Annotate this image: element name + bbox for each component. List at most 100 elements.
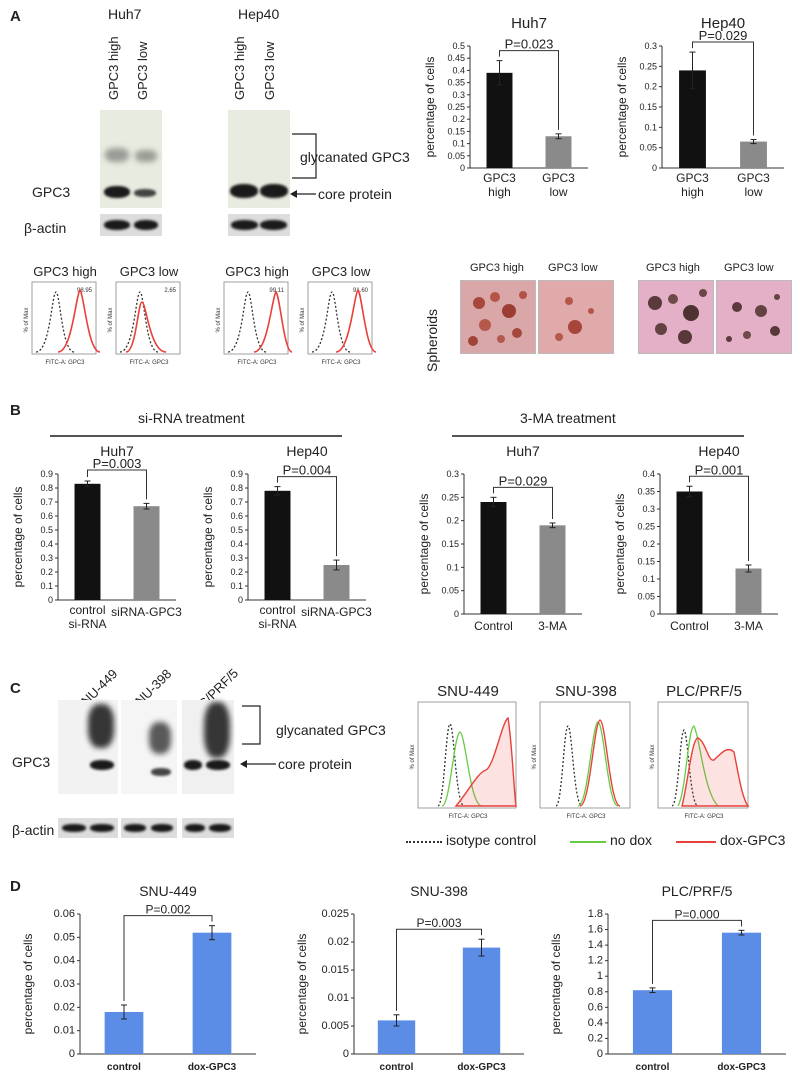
y-tick-label-d3-1: 0.2 xyxy=(588,1032,603,1044)
annotation-core-a: core protein xyxy=(318,186,392,202)
flow-a-4-curve-0 xyxy=(311,291,351,353)
flow-c-3-x-label: FITC-A: GPC3 xyxy=(684,814,724,820)
y-tick-label-d1-3: 0.03 xyxy=(54,978,75,990)
bar-d3-1 xyxy=(721,932,762,1054)
flow-a-4-curve-1 xyxy=(335,288,376,353)
bar-d2-1 xyxy=(462,947,501,1054)
y-tick-label-b4-6: 0.3 xyxy=(642,504,655,514)
bar-b4-0 xyxy=(676,491,703,614)
legend-swatch-nodox xyxy=(570,841,606,843)
y-tick-label-a1-8: 0.4 xyxy=(452,65,465,75)
chart-title-d3: PLC/PRF/5 xyxy=(662,883,733,899)
flow-c-2-x-label: FITC-A: GPC3 xyxy=(566,814,606,820)
significance-bracket-a2 xyxy=(692,41,754,136)
y-tick-label-a2-5: 0.25 xyxy=(639,61,657,71)
significance-bracket-b2 xyxy=(277,476,337,557)
y-tick-label-a1-10: 0.5 xyxy=(452,41,465,51)
row-label-gpc3-c: GPC3 xyxy=(12,754,51,770)
y-tick-label-a1-2: 0.1 xyxy=(452,139,465,149)
p-value-b2: P=0.004 xyxy=(283,463,332,478)
bar-chart-a1: Huh7 percentage of cells 0 0.05 0.1 0.15 0.2 0.… xyxy=(423,15,588,199)
bar-b3-1 xyxy=(539,525,566,614)
y-tick-label-d3-5: 1 xyxy=(597,970,603,982)
x-tick-label-b3-0: Control xyxy=(474,619,513,633)
x-tick-label-b4-0: Control xyxy=(670,619,709,633)
significance-bracket-d1 xyxy=(123,915,213,1001)
p-value-a2: P=0.029 xyxy=(699,28,748,43)
y-tick-label-a1-1: 0.05 xyxy=(447,151,465,161)
flow-a-2-title: GPC3 low xyxy=(120,264,179,279)
y-tick-label-d2-3: 0.015 xyxy=(321,964,349,976)
flow-a-4-percent: 91.60 xyxy=(353,288,369,294)
flow-c-2-curve-0 xyxy=(555,725,583,807)
y-tick-label-b4-7: 0.35 xyxy=(637,487,655,497)
y-tick-label-b3-1: 0.05 xyxy=(441,586,459,596)
panel-letter-b: B xyxy=(10,402,21,419)
y-tick-label-d1-0: 0 xyxy=(69,1048,75,1060)
bar-a1-0 xyxy=(486,72,513,168)
panel-letter-d: D xyxy=(10,878,21,895)
flow-a-4-title: GPC3 low xyxy=(312,264,371,279)
y-axis-label-a2: percentage of cells xyxy=(615,57,629,158)
y-tick-label-b4-3: 0.15 xyxy=(637,557,655,567)
flow-c-1-curve-0 xyxy=(437,723,465,807)
p-value-d3: P=0.000 xyxy=(674,907,719,921)
panel-letter-a: A xyxy=(10,8,21,25)
y-tick-label-d2-1: 0.005 xyxy=(321,1020,349,1032)
y-tick-label-a1-4: 0.2 xyxy=(452,114,465,124)
flow-c-3: PLC/PRF/5 FITC-A: GPC3 % of Max xyxy=(650,683,750,820)
x-tick-label-d2-0: control xyxy=(380,1062,414,1073)
flow-a-3-percent: 99.11 xyxy=(269,288,284,294)
spheroid-image-3 xyxy=(638,280,714,354)
x-tick-label-a1-1-b: low xyxy=(549,185,567,199)
y-tick-label-d3-9: 1.8 xyxy=(588,908,603,920)
flow-a-2-x-label: FITC-A: GPC3 xyxy=(129,360,169,366)
y-tick-label-b2-2: 0.2 xyxy=(230,567,243,577)
x-tick-label-a2-1-a: GPC3 xyxy=(737,171,770,185)
significance-bracket-d3 xyxy=(652,919,742,984)
y-tick-label-b1-3: 0.3 xyxy=(40,553,53,563)
y-tick-label-b4-0: 0 xyxy=(650,609,655,619)
bar-d3-0 xyxy=(632,990,673,1054)
y-tick-label-b3-2: 0.1 xyxy=(446,562,459,572)
y-tick-label-b3-4: 0.2 xyxy=(446,516,459,526)
flow-a-4: GPC3 low FITC-A: GPC3 % of Max 91.60 xyxy=(300,264,376,366)
spheroid-title-1: GPC3 high xyxy=(470,262,524,274)
y-tick-label-d1-6: 0.06 xyxy=(54,908,75,920)
x-tick-label-b1-1: siRNA-GPC3 xyxy=(111,605,182,619)
y-tick-label-b1-9: 0.9 xyxy=(40,469,53,479)
bar-chart-b4: Hep40 percentage of cells 0 0.05 0.1 0.15 0.2 0… xyxy=(613,443,778,633)
y-tick-label-b2-6: 0.6 xyxy=(230,511,243,521)
flow-a-1-x-label: FITC-A: GPC3 xyxy=(45,360,85,366)
flow-c-3-curve-0 xyxy=(671,729,699,807)
y-tick-label-d2-0: 0 xyxy=(343,1048,349,1060)
y-axis-label-b4: percentage of cells xyxy=(613,494,627,595)
y-tick-label-d3-3: 0.6 xyxy=(588,1001,603,1013)
significance-bracket-d2 xyxy=(396,928,482,1011)
actin-blot-snu449 xyxy=(58,818,118,838)
flow-a-3-y-label: % of Max xyxy=(216,307,222,332)
annotation-core-c: core protein xyxy=(278,756,352,772)
spheroid-title-2: GPC3 low xyxy=(548,262,598,274)
bar-d1-1 xyxy=(192,932,232,1054)
western-blot-hep40 xyxy=(228,110,290,208)
flow-a-3: GPC3 high FITC-A: GPC3 % of Max 99.11 xyxy=(216,264,292,366)
bar-chart-d3: PLC/PRF/5 percentage of cells 0 0.2 0.4 0.6 0.… xyxy=(549,883,786,1073)
annotation-glycanated-a: glycanated GPC3 xyxy=(300,149,410,165)
y-tick-label-b1-5: 0.5 xyxy=(40,525,53,535)
y-tick-label-d3-0: 0 xyxy=(597,1048,603,1060)
y-tick-label-b4-2: 0.1 xyxy=(642,574,655,584)
y-tick-label-a2-3: 0.15 xyxy=(639,102,657,112)
y-tick-label-b1-6: 0.6 xyxy=(40,511,53,521)
chart-title-b4: Hep40 xyxy=(698,443,739,459)
flow-a-1-y-label: % of Max xyxy=(24,307,30,332)
x-tick-label-d3-0: control xyxy=(636,1062,670,1073)
significance-bracket-b1 xyxy=(87,469,147,500)
x-tick-label-a1-0-b: high xyxy=(488,185,511,199)
p-value-b4: P=0.001 xyxy=(695,462,744,477)
bar-b1-0 xyxy=(74,483,101,600)
flow-c-2-curve-2 xyxy=(579,719,621,807)
y-tick-label-b1-8: 0.8 xyxy=(40,483,53,493)
y-tick-label-a2-1: 0.05 xyxy=(639,143,657,153)
p-value-b3: P=0.029 xyxy=(499,473,548,488)
